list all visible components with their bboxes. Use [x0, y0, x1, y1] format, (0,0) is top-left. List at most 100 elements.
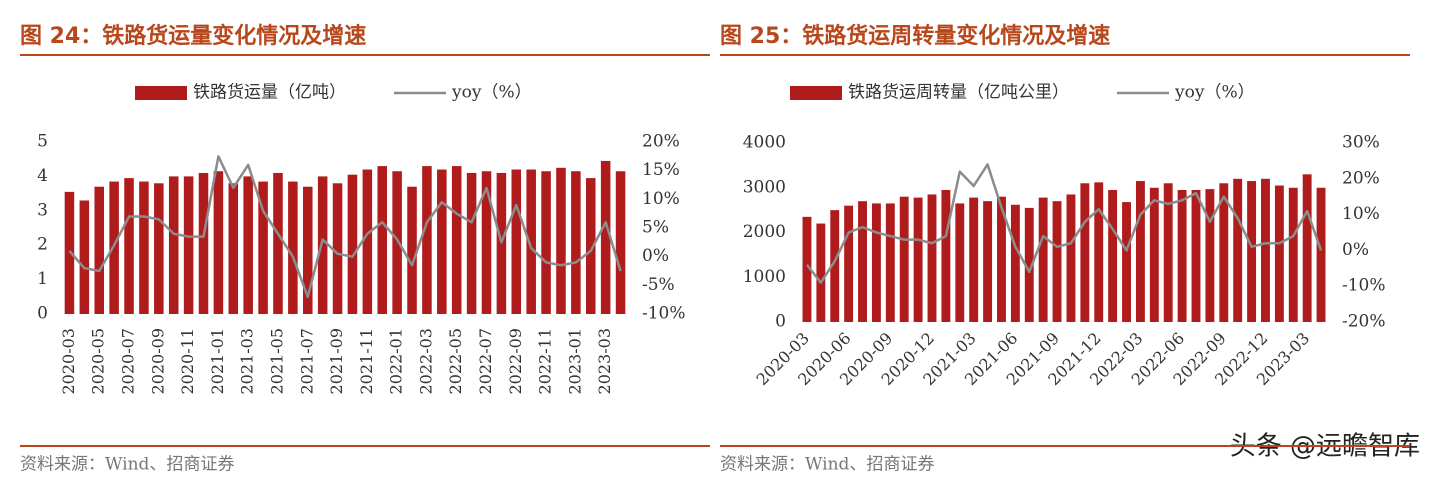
- y2-tick-label: -20%: [1342, 312, 1386, 332]
- bar: [526, 169, 536, 314]
- bar: [997, 196, 1006, 322]
- legend-label: 铁路货运周转量（亿吨公里）: [848, 83, 1069, 103]
- x-tick-label: 2021-09: [327, 328, 346, 394]
- y-tick-label: 2: [37, 235, 48, 255]
- bar: [213, 171, 224, 314]
- bar: [109, 181, 119, 314]
- bar: [541, 171, 551, 314]
- x-tick-label: 2023-01: [565, 328, 584, 394]
- bar: [288, 181, 298, 314]
- y-tick-label: 2000: [743, 222, 786, 242]
- source: 资料来源：Wind、招商证券: [720, 455, 934, 475]
- bar: [79, 200, 90, 314]
- y2-tick-label: 15%: [642, 160, 680, 180]
- y2-tick-label: -10%: [642, 304, 686, 324]
- source: 资料来源：Wind、招商证券: [20, 455, 234, 475]
- bar: [1108, 189, 1118, 322]
- bar: [1052, 201, 1062, 322]
- y2-tick-label: 20%: [642, 132, 680, 152]
- y-tick-label: 3000: [743, 177, 786, 197]
- bar: [1219, 183, 1229, 322]
- x-tick-label: 2022-03: [416, 328, 435, 394]
- bar: [844, 205, 854, 322]
- bar: [600, 160, 611, 314]
- bar: [392, 171, 402, 314]
- y-tick-label: 5: [37, 132, 48, 152]
- bar: [139, 181, 149, 314]
- bar: [556, 167, 566, 314]
- x-tick-label: 2021-01: [208, 328, 227, 394]
- y2-tick-label: -5%: [642, 275, 675, 295]
- bar: [1288, 187, 1298, 322]
- bar: [571, 171, 581, 314]
- x-tick-label: 2022-07: [476, 328, 495, 394]
- x-tick-label: 2021-07: [297, 328, 316, 394]
- bar: [422, 166, 432, 314]
- y2-tick-label: 20%: [1342, 168, 1380, 188]
- bar: [1094, 182, 1104, 322]
- bar: [1163, 183, 1173, 322]
- x-tick-label: 2020-11: [178, 328, 197, 394]
- y2-tick-label: 10%: [642, 189, 680, 209]
- bar: [481, 171, 492, 314]
- y2-tick-label: 0%: [642, 246, 669, 266]
- x-tick-label: 2022-05: [446, 328, 465, 394]
- x-tick-label: 2022-09: [506, 328, 525, 394]
- bar: [1122, 202, 1131, 322]
- bar: [1177, 189, 1187, 322]
- bar: [1010, 204, 1020, 322]
- bar: [228, 183, 239, 314]
- legend-label: 铁路货运量（亿吨）: [193, 83, 346, 103]
- x-tick-label: 2020-05: [89, 328, 108, 394]
- bar: [168, 176, 179, 314]
- x-tick-label: 2020-07: [119, 328, 138, 394]
- bar: [362, 169, 373, 314]
- bar: [1135, 181, 1145, 322]
- bar: [317, 176, 328, 314]
- x-tick-label: 2021-11: [357, 328, 376, 394]
- y-tick-label: 4: [37, 166, 48, 186]
- bar: [1149, 187, 1159, 322]
- bar: [437, 169, 447, 314]
- bar: [347, 174, 358, 314]
- bar: [1024, 207, 1034, 322]
- y2-tick-label: 10%: [1342, 204, 1380, 224]
- bar: [407, 186, 417, 314]
- bar: [1316, 187, 1326, 322]
- chart-title: 图 24：铁路货运量变化情况及增速: [20, 23, 366, 49]
- bar: [585, 178, 596, 314]
- bar: [955, 203, 965, 322]
- y-tick-label: 1000: [743, 267, 786, 287]
- bar: [871, 203, 881, 322]
- bar: [1080, 183, 1090, 322]
- x-tick-label: 2021-03: [238, 328, 257, 394]
- bar: [243, 176, 253, 314]
- y-tick-label: 0: [37, 304, 48, 324]
- legend-swatch: [790, 86, 842, 100]
- y2-tick-label: 0%: [1342, 240, 1369, 260]
- bar: [198, 172, 209, 314]
- bar: [913, 197, 923, 322]
- x-tick-label: 2020-09: [148, 328, 167, 394]
- line: [805, 163, 1323, 284]
- legend-swatch: [135, 86, 187, 100]
- bar: [858, 201, 867, 322]
- bar: [1066, 194, 1076, 322]
- y2-tick-label: -10%: [1342, 276, 1386, 296]
- bar: [830, 210, 840, 322]
- y-tick-label: 0: [775, 312, 786, 332]
- y2-tick-label: 30%: [1342, 133, 1380, 153]
- bar: [816, 223, 826, 322]
- y-tick-label: 4000: [743, 133, 786, 153]
- bar: [615, 171, 626, 314]
- legend-label: yoy（%）: [451, 83, 532, 103]
- bar: [1038, 197, 1048, 322]
- x-tick-label: 2022-11: [536, 328, 555, 394]
- bar: [466, 172, 477, 314]
- bar: [332, 183, 343, 314]
- bar: [899, 196, 909, 322]
- bar: [1261, 178, 1270, 322]
- bar: [1302, 174, 1312, 322]
- x-tick-label: 2023-03: [595, 328, 614, 394]
- bar: [511, 169, 522, 314]
